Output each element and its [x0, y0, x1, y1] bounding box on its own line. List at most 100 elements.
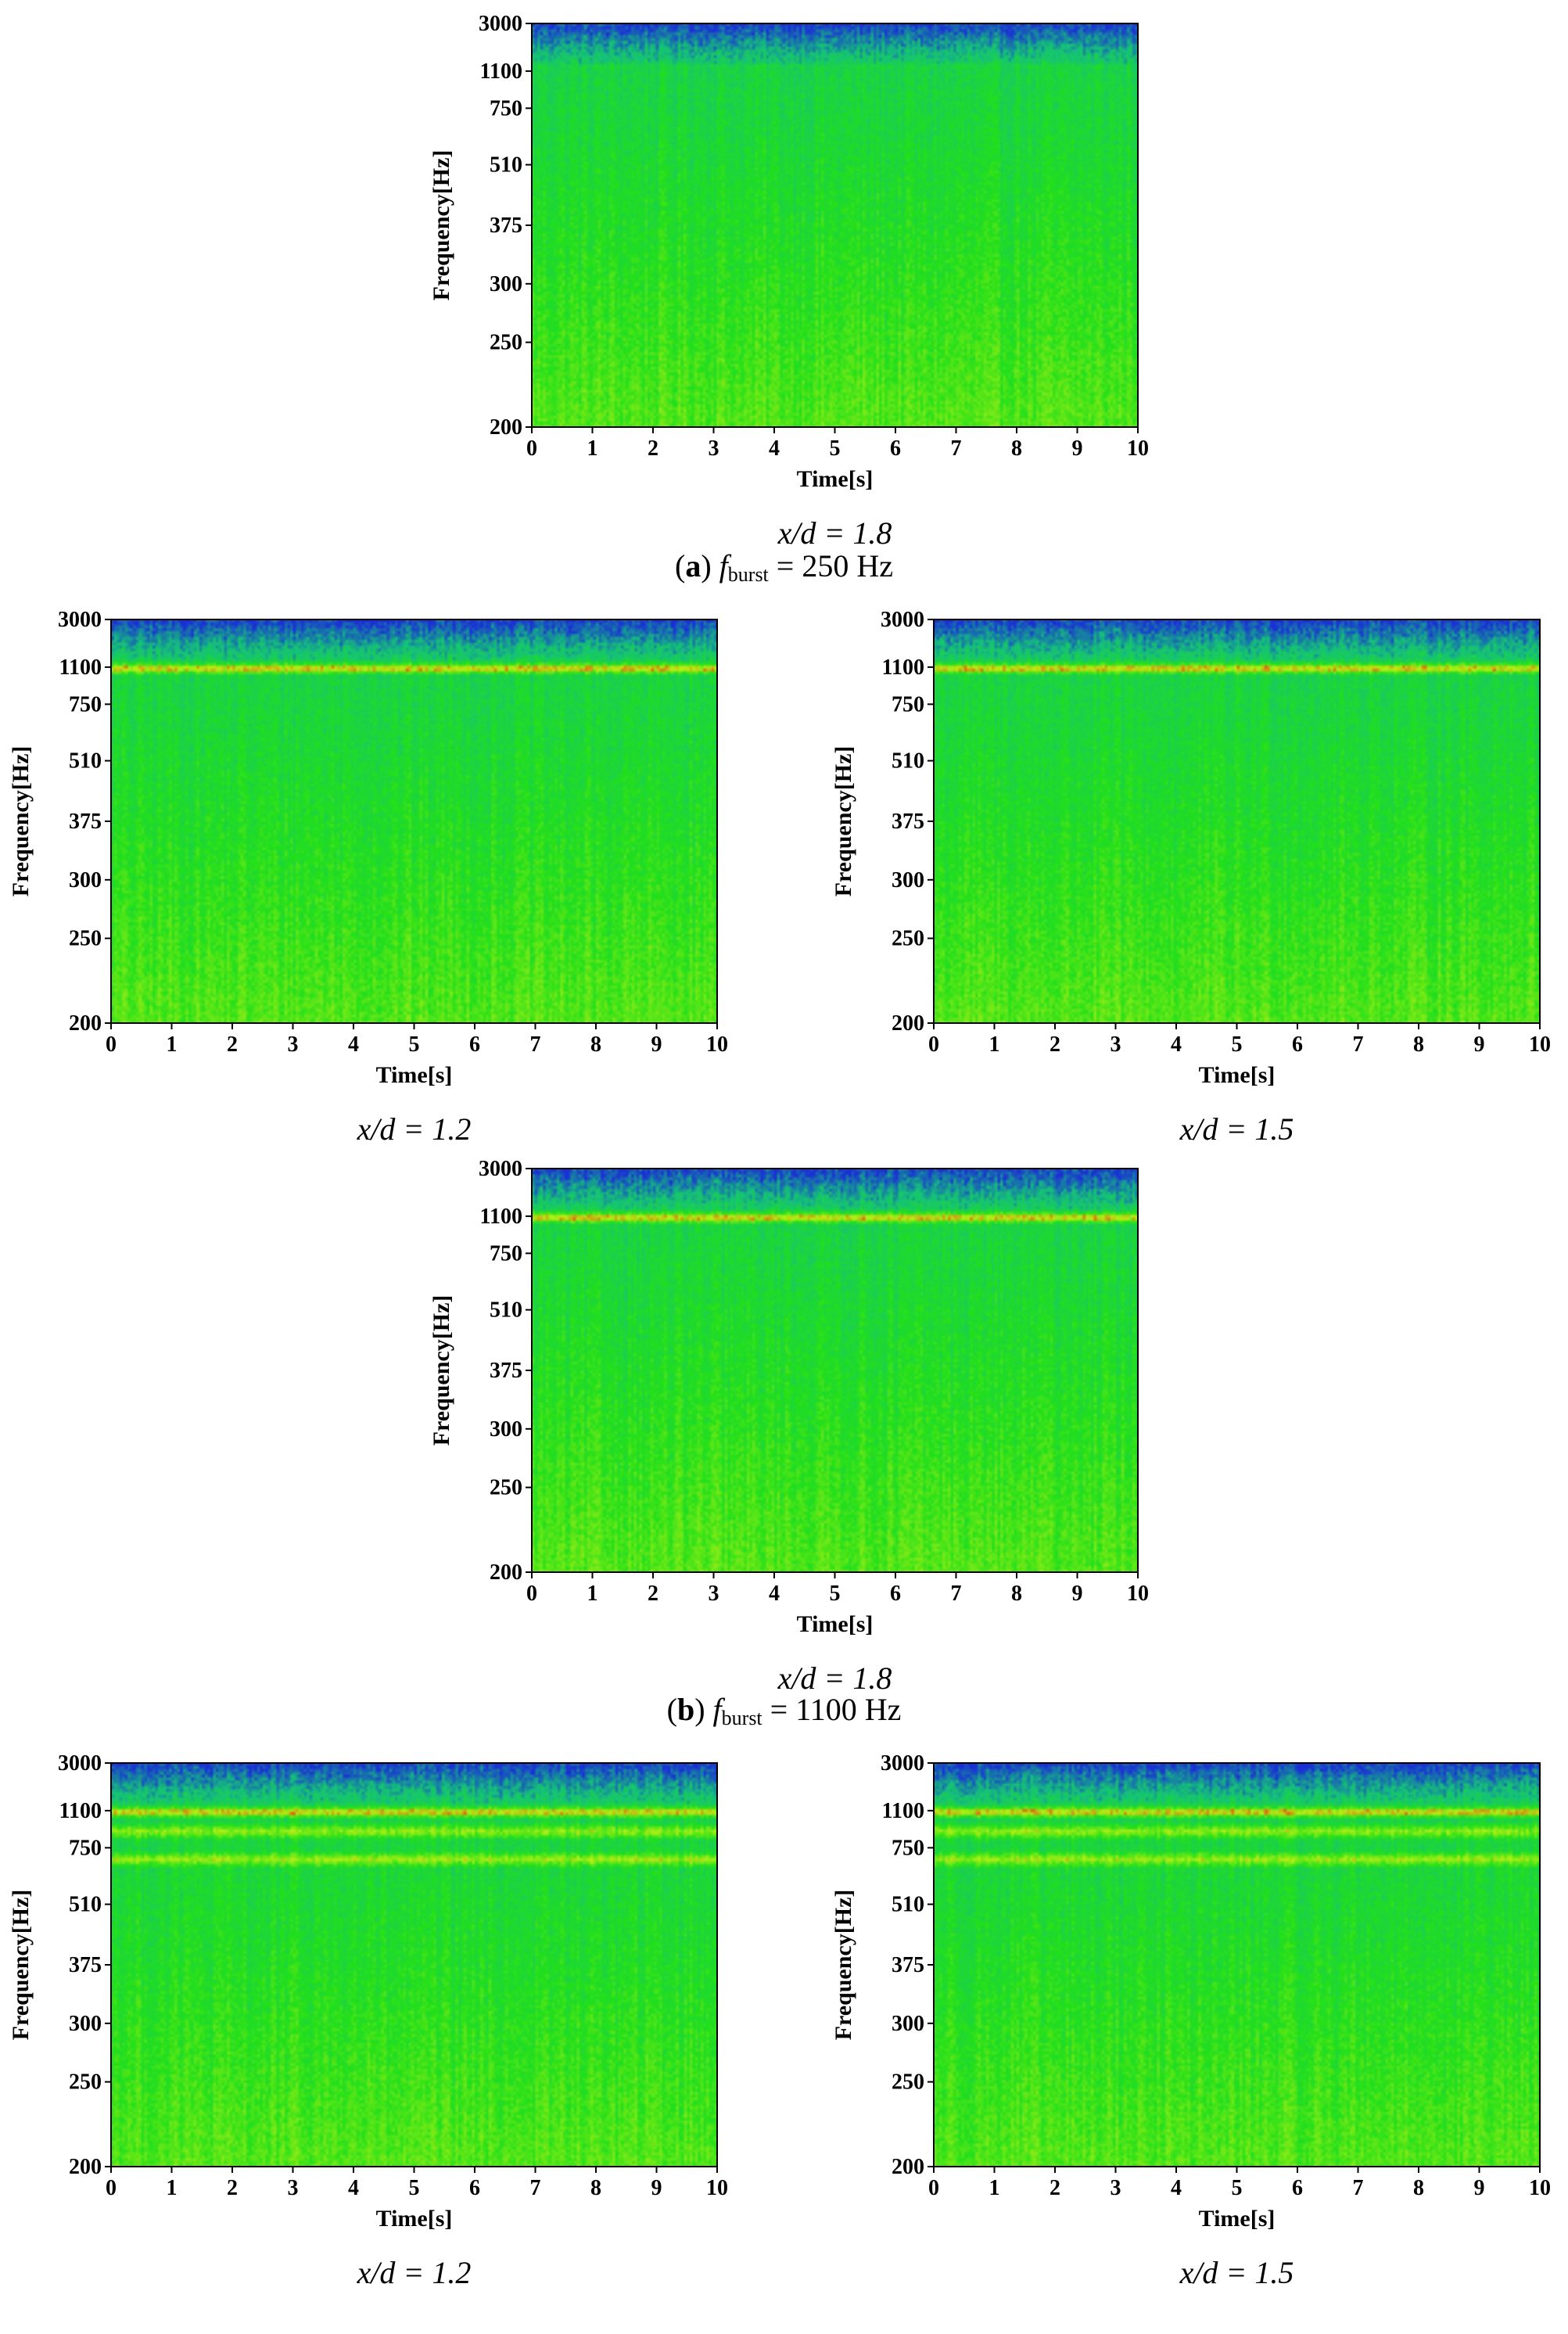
x-tick-label: 6 — [1292, 1032, 1303, 1057]
y-tick-label: 1100 — [59, 1799, 102, 1823]
y-tick-label: 375 — [69, 1953, 102, 1977]
x-tick-label: 8 — [590, 1032, 601, 1057]
x-tick-label: 6 — [469, 2176, 480, 2200]
caption-b-f: f — [713, 1692, 722, 1727]
y-tick-label: 250 — [69, 927, 102, 951]
y-tick-label: 250 — [892, 2070, 924, 2095]
x-tick-label: 4 — [769, 436, 780, 461]
y-tick-label: 510 — [69, 1893, 102, 1917]
x-tick-label: 8 — [1413, 2176, 1424, 2200]
x-tick-label: 9 — [1474, 1032, 1485, 1057]
y-tick-label: 375 — [490, 1359, 522, 1383]
caption-a-sub: burst — [728, 563, 769, 586]
x-tick-label: 9 — [651, 2176, 662, 2200]
y-tick-label: 510 — [892, 749, 924, 774]
x-tick-label: 1 — [587, 1582, 598, 1606]
y-axis-label: Frequency[Hz] — [8, 746, 34, 897]
caption-a-letter: a — [685, 548, 701, 584]
caption-b-letter: b — [677, 1692, 694, 1727]
y-tick-label: 200 — [892, 1011, 924, 1036]
x-tick-label: 6 — [469, 1032, 480, 1057]
x-tick-label: 5 — [409, 2176, 420, 2200]
x-tick-label: 9 — [1072, 1582, 1083, 1606]
y-tick-label: 250 — [490, 1476, 522, 1500]
spectrogram-heatmap — [111, 619, 717, 1023]
x-tick-label: 4 — [348, 1032, 359, 1057]
y-tick-label: 3000 — [479, 1157, 522, 1181]
y-tick-label: 3000 — [479, 12, 522, 36]
x-tick-label: 10 — [1127, 1582, 1149, 1606]
x-tick-label: 3 — [1111, 2176, 1121, 2200]
x-tick-label: 7 — [530, 1032, 541, 1057]
y-tick-label: 375 — [490, 214, 522, 238]
y-tick-label: 375 — [892, 810, 924, 834]
spectrogram-heatmap — [934, 619, 1540, 1023]
y-tick-label: 510 — [69, 749, 102, 774]
y-tick-label: 3000 — [881, 1751, 924, 1776]
panel-caption: x/d = 1.2 — [39, 2254, 790, 2291]
y-tick-label: 3000 — [58, 1751, 102, 1776]
x-tick-label: 3 — [288, 1032, 299, 1057]
caption-b: (b) fburst = 1100 Hz — [0, 1691, 1568, 1730]
x-axis-label: Time[s] — [376, 2206, 453, 2232]
y-tick-label: 200 — [490, 1560, 522, 1585]
x-tick-label: 2 — [1050, 1032, 1060, 1057]
spectrogram-heatmap — [532, 23, 1138, 427]
y-tick-label: 200 — [490, 415, 522, 440]
y-tick-label: 510 — [490, 153, 522, 178]
x-tick-label: 3 — [709, 1582, 719, 1606]
x-tick-label: 2 — [227, 2176, 238, 2200]
panel-caption: x/d = 1.5 — [862, 2254, 1568, 2291]
x-tick-label: 7 — [1353, 1032, 1364, 1057]
x-tick-label: 0 — [928, 1032, 939, 1057]
x-tick-label: 5 — [830, 436, 841, 461]
x-axis-label: Time[s] — [1199, 2206, 1276, 2232]
x-tick-label: 2 — [648, 436, 658, 461]
y-tick-label: 750 — [69, 1836, 102, 1860]
x-tick-label: 10 — [1529, 1032, 1551, 1057]
x-axis-label: Time[s] — [376, 1062, 453, 1088]
y-tick-label: 750 — [69, 692, 102, 716]
x-tick-label: 5 — [830, 1582, 841, 1606]
y-tick-label: 250 — [892, 927, 924, 951]
y-tick-label: 300 — [490, 1417, 522, 1442]
caption-a-f: f — [719, 548, 728, 584]
y-tick-label: 3000 — [58, 608, 102, 632]
x-tick-label: 8 — [1011, 1582, 1022, 1606]
caption-a-rest: = 250 Hz — [769, 548, 893, 584]
x-tick-label: 8 — [1011, 436, 1022, 461]
x-tick-label: 0 — [106, 2176, 117, 2200]
x-tick-label: 0 — [526, 1582, 537, 1606]
x-tick-label: 10 — [1127, 436, 1149, 461]
x-tick-label: 9 — [1072, 436, 1083, 461]
x-axis-label: Time[s] — [797, 1611, 874, 1637]
y-tick-label: 200 — [892, 2155, 924, 2179]
x-tick-label: 4 — [1171, 1032, 1182, 1057]
y-axis-label: Frequency[Hz] — [429, 150, 454, 301]
caption-a: (a) fburst = 250 Hz — [0, 548, 1568, 587]
y-tick-label: 750 — [892, 1836, 924, 1860]
spectrogram-heatmap — [111, 1763, 717, 2167]
y-tick-label: 1100 — [480, 59, 522, 84]
x-tick-label: 1 — [989, 2176, 1000, 2200]
y-tick-label: 200 — [69, 1011, 102, 1036]
x-tick-label: 10 — [1529, 2176, 1551, 2200]
x-tick-label: 8 — [1413, 1032, 1424, 1057]
x-tick-label: 1 — [167, 1032, 178, 1057]
panel-caption: x/d = 1.2 — [39, 1111, 790, 1147]
panel-caption: x/d = 1.8 — [460, 515, 1211, 551]
x-tick-label: 7 — [530, 2176, 541, 2200]
x-tick-label: 2 — [227, 1032, 238, 1057]
x-tick-label: 7 — [1353, 2176, 1364, 2200]
x-tick-label: 4 — [769, 1582, 780, 1606]
y-tick-label: 750 — [892, 692, 924, 716]
y-tick-label: 375 — [69, 810, 102, 834]
y-axis-label: Frequency[Hz] — [831, 1890, 856, 2041]
x-tick-label: 7 — [951, 1582, 962, 1606]
x-tick-label: 6 — [890, 1582, 901, 1606]
